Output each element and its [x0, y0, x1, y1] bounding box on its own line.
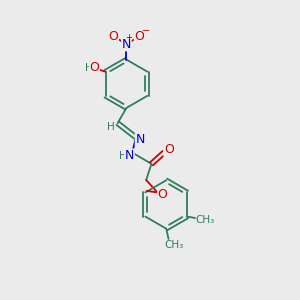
Text: +: + [125, 33, 132, 42]
Text: O: O [134, 30, 144, 43]
Text: H: H [85, 63, 93, 73]
Text: CH₃: CH₃ [165, 240, 184, 250]
Text: O: O [89, 61, 99, 74]
Text: O: O [109, 30, 118, 43]
Text: H: H [107, 122, 115, 132]
Text: CH₃: CH₃ [195, 215, 214, 225]
Text: O: O [158, 188, 168, 201]
Text: H: H [119, 151, 127, 160]
Text: N: N [135, 133, 145, 146]
Text: N: N [125, 149, 134, 162]
Text: N: N [122, 38, 131, 51]
Text: −: − [142, 26, 150, 36]
Text: O: O [164, 143, 174, 156]
